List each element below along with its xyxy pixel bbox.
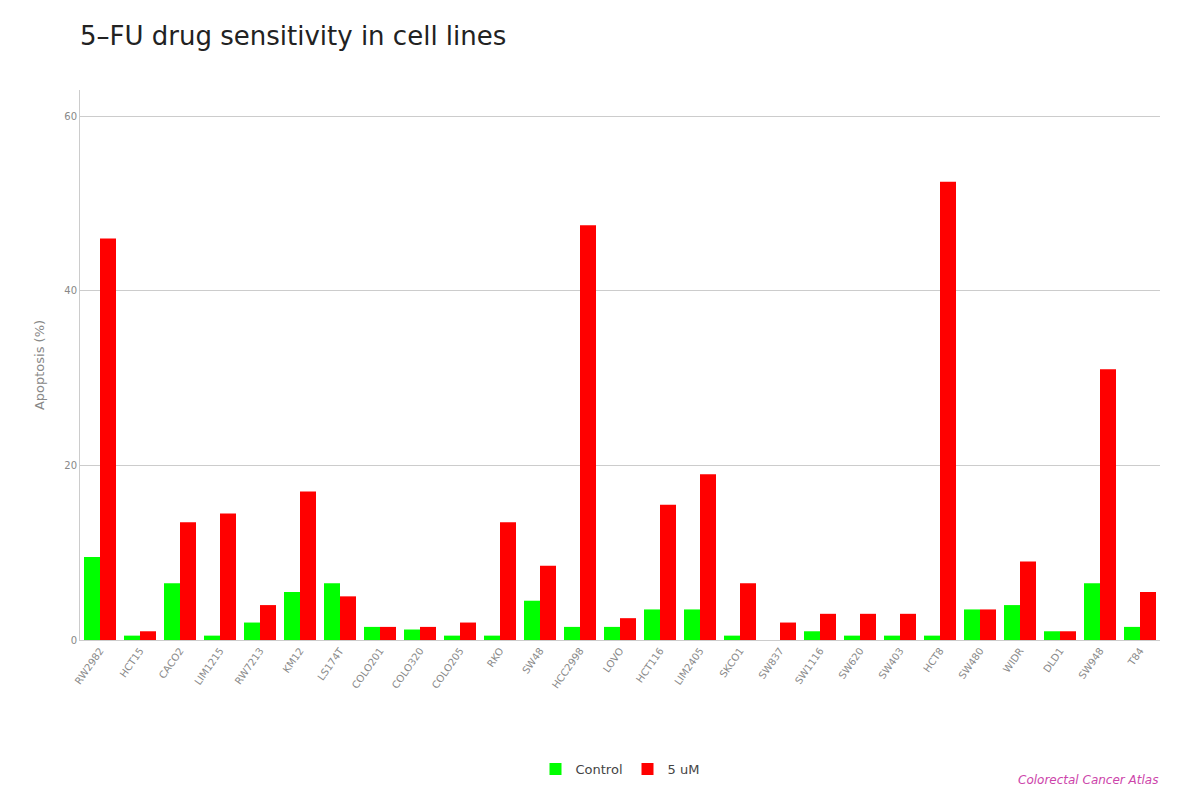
svg-text:5–FU drug sensitivity in cell: 5–FU drug sensitivity in cell lines [80, 21, 506, 51]
svg-text:LIM1215: LIM1215 [192, 646, 225, 687]
svg-text:DLD1: DLD1 [1041, 646, 1066, 675]
svg-text:T84: T84 [1125, 646, 1145, 669]
svg-text:COLO320: COLO320 [390, 646, 426, 691]
svg-text:SKCO1: SKCO1 [717, 646, 745, 680]
svg-text:40: 40 [64, 285, 77, 296]
svg-text:HCT15: HCT15 [118, 646, 146, 680]
svg-text:SW837: SW837 [756, 646, 785, 681]
svg-text:0: 0 [71, 635, 77, 646]
svg-text:20: 20 [64, 460, 77, 471]
svg-text:RKO: RKO [485, 646, 506, 669]
svg-text:COLO201: COLO201 [350, 646, 386, 691]
svg-text:5 uM: 5 uM [668, 762, 700, 777]
svg-text:COLO205: COLO205 [430, 646, 466, 691]
svg-text:LS174T: LS174T [315, 645, 346, 682]
svg-text:CACO2: CACO2 [157, 646, 186, 681]
svg-text:KM12: KM12 [281, 646, 306, 675]
svg-text:SW1116: SW1116 [793, 646, 826, 686]
svg-text:WIDR: WIDR [1001, 646, 1026, 675]
svg-text:Colorectal Cancer Atlas: Colorectal Cancer Atlas [1018, 773, 1158, 787]
svg-text:RW7213: RW7213 [233, 646, 266, 687]
svg-text:Apoptosis (%): Apoptosis (%) [32, 320, 47, 410]
svg-text:SW948: SW948 [1076, 646, 1105, 681]
svg-text:SW48: SW48 [520, 646, 546, 676]
svg-text:HCC2998: HCC2998 [550, 646, 586, 691]
svg-text:LIM2405: LIM2405 [672, 646, 705, 687]
svg-text:LOVO: LOVO [601, 646, 626, 675]
svg-text:SW620: SW620 [836, 646, 865, 681]
svg-text:SW403: SW403 [876, 646, 905, 681]
svg-text:Control: Control [576, 762, 623, 777]
svg-text:SW480: SW480 [956, 646, 985, 681]
svg-text:RW2982: RW2982 [73, 646, 106, 687]
svg-text:60: 60 [64, 111, 77, 122]
svg-text:HCT8: HCT8 [921, 646, 945, 674]
svg-text:HCT116: HCT116 [634, 646, 666, 685]
